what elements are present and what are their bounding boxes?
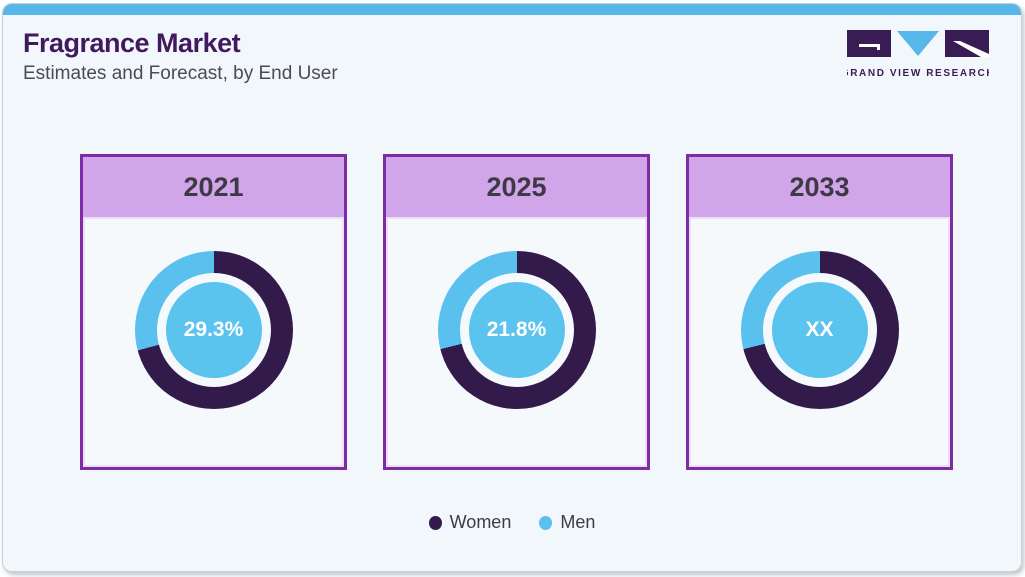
year-card-2021: 2021 29.3% [80,154,347,470]
donut-chart-2033: XX [740,251,899,409]
year-card-header: 2025 [386,157,647,219]
top-accent-bar [3,4,1021,15]
logo-brand-text: GRAND VIEW RESEARCH [847,68,989,79]
year-label: 2033 [789,171,850,202]
logo-v-triangle [897,31,939,56]
legend-label-men: Men [560,512,596,532]
year-card-header: 2021 [83,157,344,219]
donut-chart-2021: 29.3% [134,251,293,409]
year-cards-row: 2021 29.3% 2025 21.8% 2033 [80,154,953,470]
year-card-body: 29.3% [83,219,344,466]
year-card-2025: 2025 21.8% [383,154,650,470]
legend-label-women: Women [449,512,512,532]
donut-center-value: 29.3% [165,282,262,378]
page-subtitle: Estimates and Forecast, by End User [23,63,338,84]
page-title: Fragrance Market [23,28,241,58]
donut-center-value: 21.8% [468,282,565,378]
page-header: Fragrance Market Estimates and Forecast,… [23,28,338,85]
grand-view-research-logo: GRAND VIEW RESEARCH [847,30,989,79]
logo-g-block [847,30,891,57]
year-label: 2025 [486,171,547,202]
donut-center-value: XX [771,282,868,378]
chart-legend: Women Men [3,512,1021,533]
legend-item-women: Women [428,512,512,533]
donut-chart-2025: 21.8% [437,251,596,409]
year-card-header: 2033 [689,157,950,219]
year-label: 2021 [183,171,244,202]
logo-g-glyph [859,44,880,50]
women-legend-dot-icon [428,515,442,530]
year-card-body: XX [689,219,950,466]
report-panel: Fragrance Market Estimates and Forecast,… [2,3,1022,572]
year-card-body: 21.8% [386,219,647,466]
year-card-2033: 2033 XX [686,154,953,470]
men-legend-dot-icon [539,515,553,530]
logo-r-glyph [953,41,989,57]
legend-item-men: Men [539,512,595,533]
